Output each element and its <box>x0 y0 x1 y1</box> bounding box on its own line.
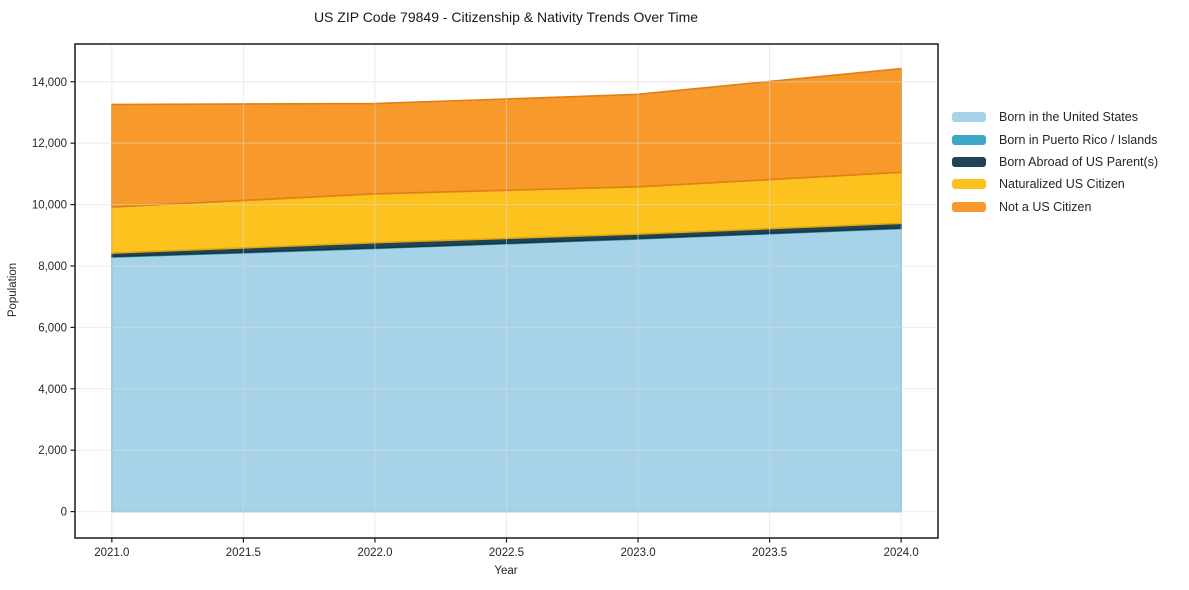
y-tick-label: 10,000 <box>32 200 67 212</box>
legend-label: Born in the United States <box>999 110 1138 125</box>
legend-item: Born Abroad of US Parent(s) <box>952 151 1158 173</box>
x-tick-label: 2023.5 <box>752 547 787 559</box>
y-tick-label: 6,000 <box>38 322 67 334</box>
legend-swatch <box>952 112 986 123</box>
legend-swatch <box>952 134 986 145</box>
y-tick-label: 8,000 <box>38 261 67 273</box>
legend-label: Born in Puerto Rico / Islands <box>999 132 1158 147</box>
y-tick-label: 14,000 <box>32 77 67 89</box>
y-axis-label: Population <box>7 262 19 318</box>
legend: Born in the United States Born in Puerto … <box>952 106 1158 218</box>
x-tick-label: 2021.0 <box>94 547 129 559</box>
legend-label: Born Abroad of US Parent(s) <box>999 154 1159 169</box>
x-tick-label: 2022.5 <box>489 547 524 559</box>
legend-item: Born in the United States <box>952 106 1158 128</box>
x-tick-label: 2023.0 <box>620 547 655 559</box>
x-tick-label: 2022.0 <box>357 547 392 559</box>
legend-swatch <box>952 179 986 190</box>
legend-label: Naturalized US Citizen <box>999 177 1125 192</box>
legend-item: Born in Puerto Rico / Islands <box>952 128 1158 150</box>
legend-item: Not a US Citizen <box>952 196 1158 218</box>
y-tick-label: 12,000 <box>32 138 67 150</box>
legend-swatch <box>952 156 986 167</box>
chart-title: US ZIP Code 79849 - Citizenship & Nativi… <box>313 9 699 25</box>
x-tick-label: 2024.0 <box>884 547 919 559</box>
y-tick-label: 2,000 <box>38 445 67 457</box>
legend-label: Not a US Citizen <box>999 199 1092 214</box>
y-tick-label: 0 <box>61 507 67 519</box>
x-axis-label: Year <box>494 565 518 577</box>
x-tick-label: 2021.5 <box>226 547 261 559</box>
legend-item: Naturalized US Citizen <box>952 173 1158 195</box>
y-tick-label: 4,000 <box>38 384 67 396</box>
legend-swatch <box>952 201 986 212</box>
